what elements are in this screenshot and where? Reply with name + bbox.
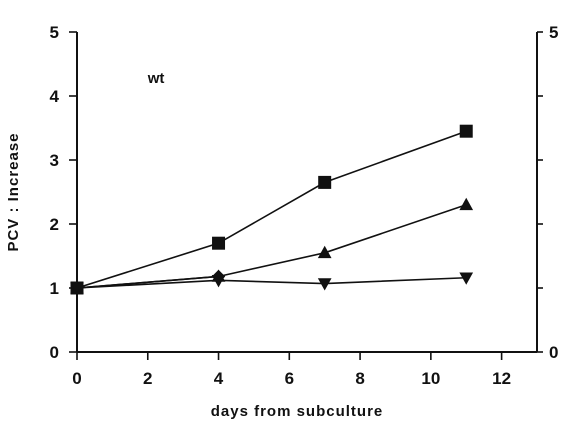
triangle-up-marker [459,197,474,211]
annotation-label: wt [147,70,165,87]
triangle-down-marker [70,282,84,296]
y-tick-label: 1 [50,279,59,298]
triangle-down-marker [459,272,474,285]
series-group [70,124,474,296]
series-4 [70,272,474,296]
square-marker [459,124,473,138]
triangle-down-marker [317,278,332,291]
x-tick-label: 4 [214,369,224,388]
x-tick-label: 0 [72,369,81,388]
y-tick-label: 0 [50,343,59,362]
triangle-up-marker [317,245,332,259]
y-tick-label: 3 [50,151,59,170]
x-tick-label: 8 [355,369,364,388]
right-y-tick-label: 0 [549,343,558,362]
x-tick-label: 2 [143,369,152,388]
square-marker [212,236,226,250]
x-tick-label: 12 [492,369,511,388]
series-line [76,204,467,289]
x-tick-label: 6 [285,369,294,388]
y-tick-label: 5 [50,23,59,42]
x-tick-label: 10 [421,369,440,388]
series-line [76,130,467,289]
x-axis-title: days from subculture [211,403,384,420]
right-y-tick-label: 5 [549,23,558,42]
square-marker [318,175,332,189]
series-line [76,276,467,289]
y-tick-label: 4 [50,87,60,106]
triangle-down-marker [211,275,226,288]
series-1 [70,124,473,295]
y-axis-title: PCV : Increase [5,132,22,251]
y-tick-label: 2 [50,215,59,234]
